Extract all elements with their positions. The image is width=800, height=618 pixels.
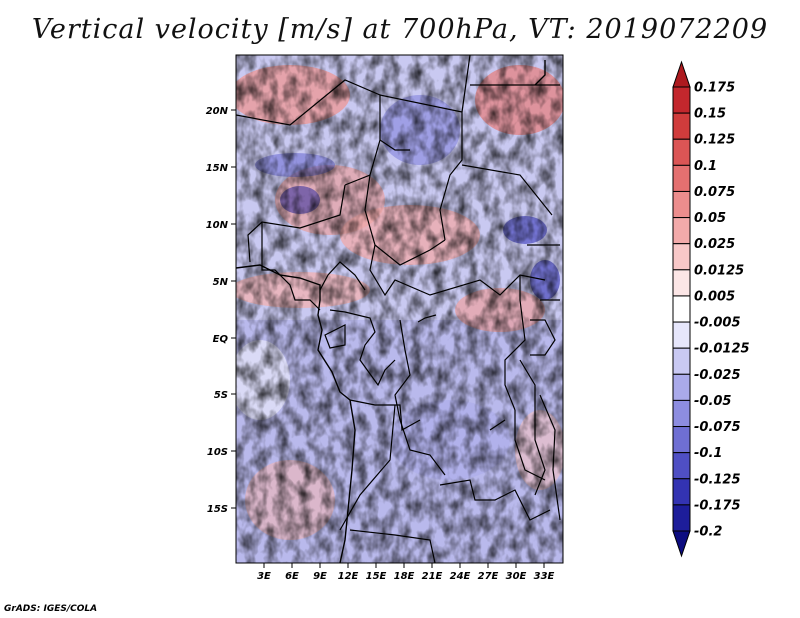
vertical-velocity-field (236, 55, 563, 563)
lon-label-21e: 21E (422, 571, 443, 582)
colorbar-swatch (672, 86, 691, 114)
colorbar-label: 0.0125 (694, 263, 744, 278)
lon-label-24e: 24E (450, 571, 471, 582)
lon-label-3e: 3E (257, 571, 271, 582)
colorbar-swatch (672, 60, 691, 88)
colorbar-swatch (672, 243, 691, 271)
colorbar-swatch (672, 138, 691, 166)
lat-label-5s: 5S (214, 390, 228, 401)
lon-label-27e: 27E (478, 571, 499, 582)
lon-label-15e: 15E (366, 571, 387, 582)
colorbar-swatch (672, 321, 691, 349)
lat-label-15s: 15S (207, 504, 228, 515)
lon-label-33e: 33E (534, 571, 555, 582)
lat-label-10s: 10S (207, 447, 228, 458)
colorbar-swatch (672, 112, 691, 140)
lon-label-12e: 12E (338, 571, 359, 582)
latitude-axis: 20N 15N 10N 5N EQ 5S 10S 15S (206, 106, 236, 515)
colorbar-swatch (672, 373, 691, 401)
colorbar-swatch (672, 452, 691, 480)
colorbar-swatch (672, 399, 691, 428)
lat-label-eq: EQ (213, 334, 229, 345)
colorbar-label: 0.1 (694, 159, 717, 174)
lon-label-30e: 30E (506, 571, 527, 582)
colorbar-label: 0.175 (694, 81, 735, 96)
colorbar-label: -0.005 (694, 316, 741, 331)
colorbar-swatch (672, 478, 691, 506)
colorbar-label: -0.025 (694, 368, 741, 383)
colorbar-swatch (672, 217, 691, 245)
colorbar-label: 0.075 (694, 185, 735, 200)
lat-label-5n: 5N (213, 277, 229, 288)
colorbar-label: -0.0125 (694, 342, 750, 357)
colorbar-swatch (672, 295, 691, 323)
colorbar-swatch (672, 347, 691, 375)
lat-label-20n: 20N (206, 106, 229, 117)
colorbar-label: -0.125 (694, 472, 741, 487)
coastline (236, 60, 546, 563)
lon-label-18e: 18E (394, 571, 415, 582)
colorbar-swatch (672, 269, 691, 297)
colorbar-label: -0.1 (694, 446, 722, 461)
colorbar-swatch (672, 426, 691, 454)
colorbar-label: -0.2 (694, 525, 722, 540)
colorbar-label: 0.025 (694, 237, 735, 252)
colorbar-label: 0.005 (694, 289, 735, 304)
map-title: Vertical velocity [m/s] at 700hPa, VT: 2… (31, 14, 769, 45)
colorbar-swatch (672, 504, 691, 532)
colorbar-label: -0.175 (694, 498, 741, 513)
lat-label-10n: 10N (206, 220, 229, 231)
lat-label-15n: 15N (206, 163, 229, 174)
lon-label-9e: 9E (313, 571, 327, 582)
colorbar-label: 0.15 (694, 107, 726, 122)
colorbar: 0.175 0.15 0.125 0.1 0.075 0.05 0.025 0.0125 0.0… (672, 60, 750, 558)
colorbar-swatch (672, 190, 691, 219)
country-borders (236, 55, 561, 563)
colorbar-label: 0.05 (694, 211, 726, 226)
longitude-axis: 3E 6E 9E 12E 15E 18E 21E 24E 27E 30E 33E (257, 563, 555, 582)
colorbar-label: -0.05 (694, 394, 731, 409)
lon-label-6e: 6E (285, 571, 299, 582)
footer-credit: GrADS: IGES/COLA (4, 604, 98, 614)
colorbar-swatch (672, 164, 691, 192)
colorbar-swatch (672, 530, 691, 558)
colorbar-label: -0.075 (694, 420, 741, 435)
colorbar-label: 0.125 (694, 133, 735, 148)
map-frame (235, 54, 564, 564)
